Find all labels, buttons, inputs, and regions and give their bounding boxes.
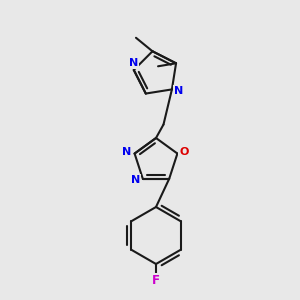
- Text: N: N: [174, 86, 183, 96]
- Text: N: N: [122, 147, 132, 157]
- Text: N: N: [129, 58, 138, 68]
- Text: F: F: [152, 274, 160, 287]
- Text: O: O: [179, 147, 189, 157]
- Text: N: N: [130, 175, 140, 185]
